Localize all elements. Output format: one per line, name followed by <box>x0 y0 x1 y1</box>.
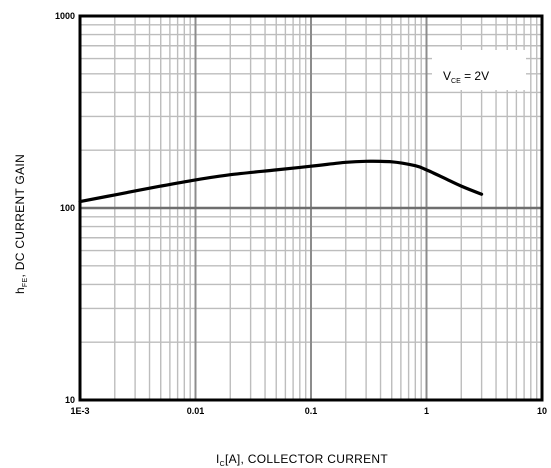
y-tick-labels: 10 100 1000 <box>55 11 75 405</box>
y-axis-label: hFE, DC CURRENT GAIN <box>13 154 29 294</box>
plot-frame <box>78 14 544 402</box>
x-tick-label: 0.1 <box>305 406 318 416</box>
x-tick-label: 0.01 <box>187 406 205 416</box>
x-tick-label: 1E-3 <box>70 406 89 416</box>
y-tick-label: 100 <box>60 203 75 213</box>
annotation-text: VCE = 2V <box>443 69 489 85</box>
x-axis-label: IC[A], COLLECTOR CURRENT <box>216 452 388 468</box>
grid-major <box>80 16 542 400</box>
series-line <box>78 159 484 204</box>
x-tick-label: 1 <box>424 406 429 416</box>
y-tick-label: 1000 <box>55 11 75 21</box>
x-tick-label: 10 <box>537 406 547 416</box>
y-tick-label: 10 <box>65 395 75 405</box>
annotation-box: VCE = 2V <box>432 50 526 90</box>
x-tick-labels: 1E-3 0.01 0.1 1 10 <box>70 406 547 416</box>
